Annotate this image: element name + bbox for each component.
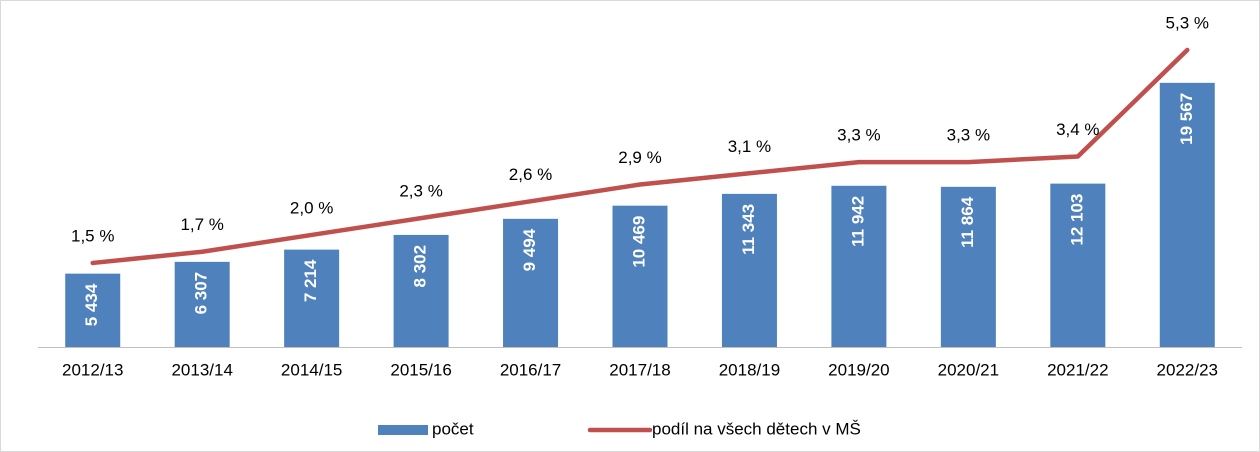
line-value-label: 1,5 % — [71, 226, 114, 245]
bar-value-label: 11 942 — [848, 196, 867, 247]
line-value-label: 2,3 % — [399, 182, 442, 201]
line-value-label: 2,9 % — [618, 148, 661, 167]
x-tick-label: 2018/19 — [719, 360, 780, 379]
bar-value-label: 11 343 — [739, 204, 758, 255]
bar — [174, 261, 230, 347]
bar — [721, 193, 777, 347]
bar-value-label: 19 567 — [1177, 93, 1196, 145]
line-value-label: 3,3 % — [947, 126, 990, 145]
bar — [612, 205, 668, 347]
bar-value-label: 10 469 — [629, 216, 648, 268]
x-tick-label: 2017/18 — [609, 360, 670, 379]
x-tick-label: 2022/23 — [1157, 360, 1218, 379]
x-tick-label: 2013/14 — [171, 360, 232, 379]
line-value-label: 2,6 % — [509, 165, 552, 184]
bar-value-label: 11 864 — [958, 196, 977, 248]
legend-label: počet — [432, 419, 474, 438]
bar-value-label: 12 103 — [1067, 194, 1086, 246]
bar — [393, 234, 449, 347]
line-value-label: 1,7 % — [180, 215, 223, 234]
line — [90, 47, 1190, 266]
x-tick-label: 2014/15 — [281, 360, 342, 379]
bar-value-label: 7 214 — [301, 259, 320, 302]
bar-value-label: 5 434 — [82, 283, 101, 326]
bar-value-label: 9 494 — [520, 228, 539, 271]
x-tick-label: 2020/21 — [938, 360, 999, 379]
bar — [1050, 183, 1106, 347]
line-value-label: 2,0 % — [290, 198, 333, 217]
x-tick-label: 2016/17 — [500, 360, 561, 379]
legend-swatch — [378, 425, 428, 435]
bar-value-label: 6 307 — [192, 272, 211, 315]
legend-label: podíl na všech dětech v MŠ — [652, 419, 861, 438]
bar — [284, 249, 340, 347]
x-tick-label: 2015/16 — [390, 360, 451, 379]
line-value-label: 5,3 % — [1166, 13, 1209, 32]
bar-value-label: 8 302 — [411, 245, 430, 288]
x-tick-label: 2012/13 — [62, 360, 123, 379]
line-value-label: 3,4 % — [1056, 120, 1099, 139]
bar — [1159, 82, 1215, 348]
bar — [503, 218, 559, 347]
line-value-label: 3,3 % — [837, 126, 880, 145]
x-tick-label: 2019/20 — [828, 360, 889, 379]
x-tick-label: 2021/22 — [1047, 360, 1108, 379]
bar — [831, 185, 887, 347]
line-value-label: 3,1 % — [728, 137, 771, 156]
bar — [940, 186, 996, 347]
bar — [65, 273, 121, 347]
